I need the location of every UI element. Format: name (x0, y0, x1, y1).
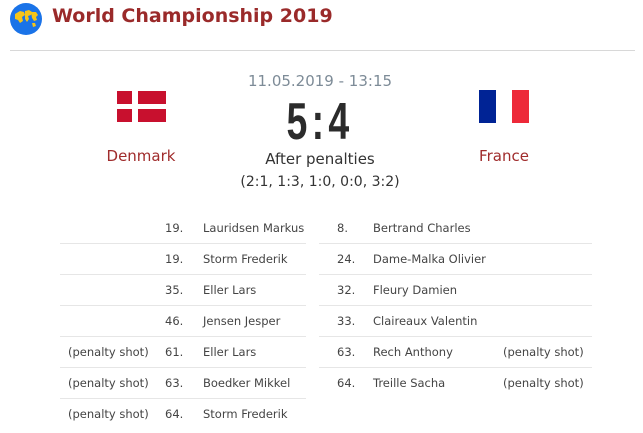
result-note: After penalties (265, 150, 375, 168)
goal-scorer: Fleury Damien (373, 283, 458, 297)
goal-row: (penalty shot) 63. Boedker Mikkel (0, 367, 643, 398)
goal-minute: 24. (337, 252, 356, 266)
goal-minute: 46. (165, 314, 184, 328)
goal-row: 32. Fleury Damien (0, 274, 643, 305)
period-scores: (2:1, 1:3, 1:0, 0:0, 3:2) (240, 174, 400, 190)
row-divider (60, 274, 306, 275)
row-divider (60, 305, 306, 306)
goal-minute: 64. (337, 376, 356, 390)
goal-scorer: Eller Lars (203, 345, 257, 359)
goal-minute: 8. (337, 221, 348, 235)
goal-note: (penalty shot) (68, 407, 149, 421)
row-divider (60, 367, 306, 368)
goal-minute: 19. (165, 252, 184, 266)
goal-scorer: Treille Sacha (373, 376, 446, 390)
page-title: World Championship 2019 (52, 5, 333, 27)
goal-minute: 35. (165, 283, 184, 297)
goal-note: (penalty shot) (503, 376, 584, 390)
row-divider (60, 398, 306, 399)
goal-row: 35. Eller Lars (0, 274, 643, 305)
row-divider (319, 274, 592, 275)
goal-row: 19. Storm Frederik (0, 243, 643, 274)
row-divider (319, 243, 592, 244)
goal-scorer: Rech Anthony (373, 345, 453, 359)
globe-map-icon (10, 3, 42, 35)
goal-minute: 64. (165, 407, 184, 421)
goal-scorer: Storm Frederik (203, 252, 288, 266)
row-divider (319, 336, 592, 337)
goal-minute: 63. (165, 376, 184, 390)
goal-minute: 19. (165, 221, 184, 235)
match-score: 5:4 (286, 93, 354, 151)
goal-minute: 63. (337, 345, 356, 359)
row-divider (60, 336, 306, 337)
goal-row: 24. Dame-Malka Olivier (0, 243, 643, 274)
row-divider (60, 243, 306, 244)
goal-scorer: Bertrand Charles (373, 221, 471, 235)
home-team-name[interactable]: Denmark (106, 147, 176, 165)
goal-minute: 61. (165, 345, 184, 359)
goal-minute: 32. (337, 283, 356, 297)
goal-row: 33. Claireaux Valentin (0, 305, 643, 336)
row-divider (319, 367, 592, 368)
goal-row: 46. Jensen Jesper (0, 305, 643, 336)
goal-scorer: Dame-Malka Olivier (373, 252, 486, 266)
match-datetime: 11.05.2019 - 13:15 (247, 72, 393, 90)
header-divider (10, 50, 635, 51)
goal-note: (penalty shot) (503, 345, 584, 359)
row-divider (319, 305, 592, 306)
goal-note: (penalty shot) (68, 345, 149, 359)
goal-scorer: Jensen Jesper (203, 314, 281, 328)
goal-scorer: Claireaux Valentin (373, 314, 478, 328)
france-flag (479, 90, 530, 123)
goal-minute: 33. (337, 314, 356, 328)
goal-row: (penalty shot) 64. Storm Frederik (0, 398, 643, 429)
goal-scorer: Storm Frederik (203, 407, 288, 421)
goal-row: 8. Bertrand Charles (0, 212, 643, 243)
goal-row: (penalty shot) 61. Eller Lars (0, 336, 643, 367)
goal-note: (penalty shot) (68, 376, 149, 390)
goal-scorer: Eller Lars (203, 283, 257, 297)
goal-scorer: Lauridsen Markus (203, 221, 305, 235)
goal-row: 19. Lauridsen Markus (0, 212, 643, 243)
goal-row: 63. Rech Anthony (penalty shot) (0, 336, 643, 367)
denmark-flag (117, 91, 166, 122)
away-team-name[interactable]: France (479, 147, 529, 165)
goal-scorer: Boedker Mikkel (203, 376, 291, 390)
goal-row: 64. Treille Sacha (penalty shot) (0, 367, 643, 398)
